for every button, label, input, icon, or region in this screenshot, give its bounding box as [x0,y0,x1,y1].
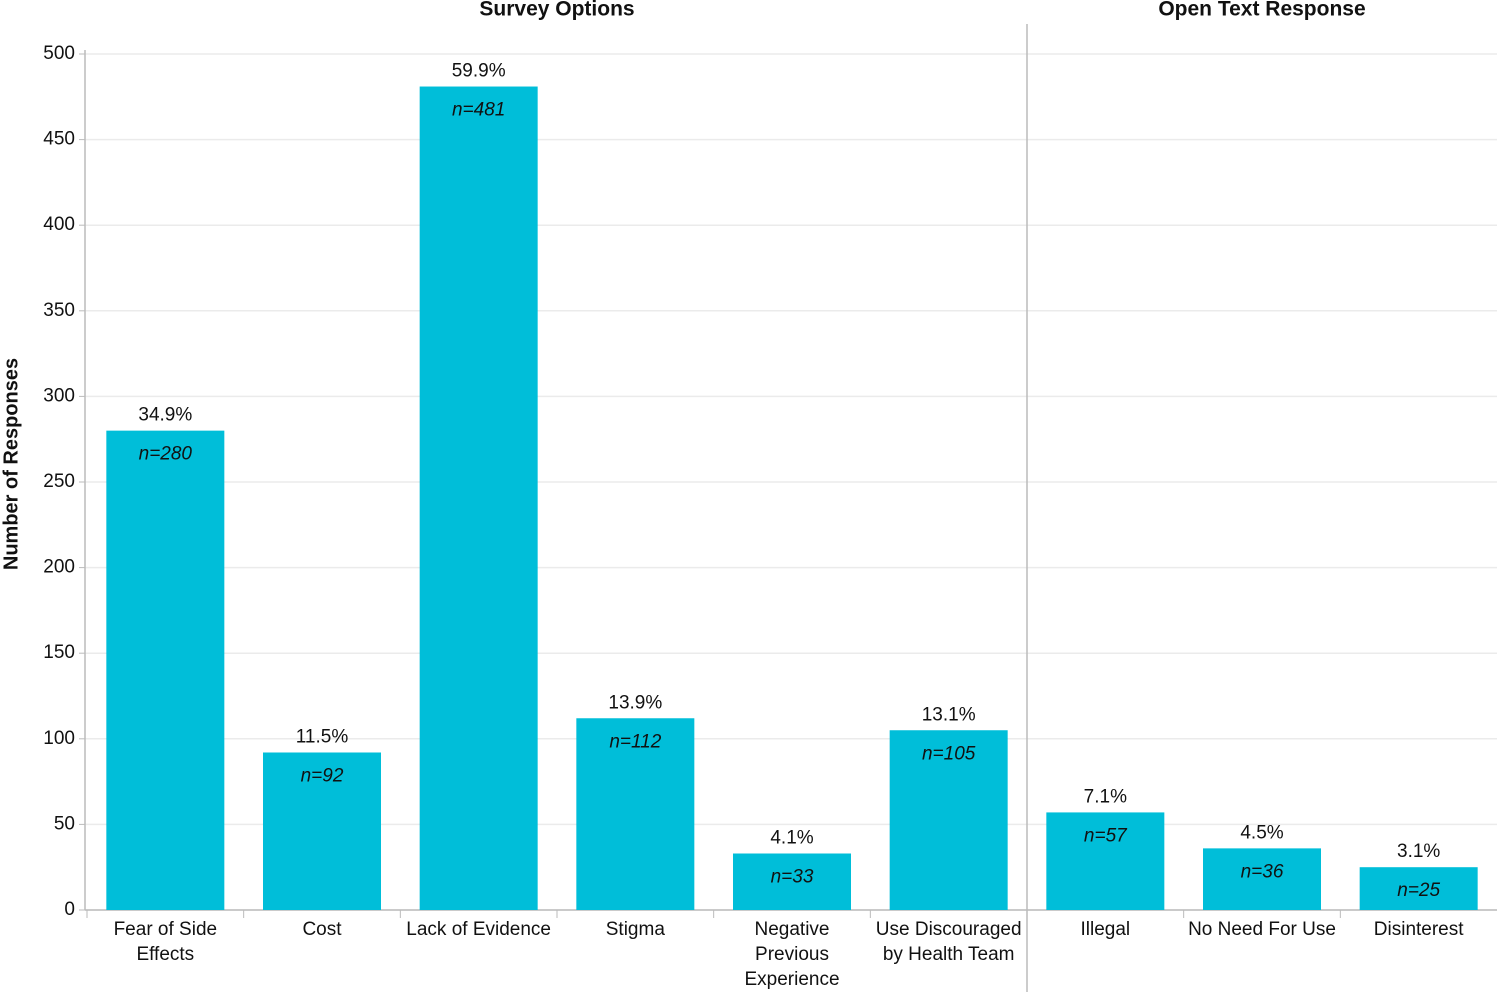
percent-label: 59.9% [452,61,506,82]
bar [106,430,225,910]
percent-label: 4.5% [1240,822,1283,843]
y-tick-label: 100 [43,728,75,749]
value-label: n=92 [301,766,344,787]
bar [1203,848,1321,910]
percent-label: 13.1% [922,704,976,725]
value-label: n=36 [1241,861,1284,882]
value-label: n=280 [139,444,193,465]
percent-label: 3.1% [1397,841,1440,862]
y-tick-label: 450 [43,129,75,150]
group-title: Open Text Response [1158,0,1365,21]
y-tick-label: 300 [43,385,75,406]
percent-label: 11.5% [296,727,349,748]
x-tick-label: Lack of Evidence [406,919,551,940]
percent-label: 4.1% [770,828,813,849]
x-tick-label: No Need For Use [1188,919,1336,940]
bar [419,86,538,910]
value-label: n=25 [1397,880,1440,901]
y-axis-label: Number of Responses [0,358,22,570]
bar [576,718,695,910]
y-tick-label: 500 [43,43,75,64]
value-label: n=112 [609,731,661,752]
x-tick-label: Negative Previous Experience [744,919,840,990]
bar [1359,867,1478,910]
bar [263,752,381,910]
y-tick-label: 50 [54,813,75,834]
percent-label: 7.1% [1084,786,1127,807]
group-title: Survey Options [479,0,634,21]
x-tick-label: Fear of Side Effects [113,919,218,965]
y-tick-label: 400 [43,214,75,235]
percent-label: 34.9% [138,405,192,426]
x-tick-label: Illegal [1080,919,1131,940]
y-tick-label: 150 [43,642,75,663]
bar [733,853,851,910]
y-tick-label: 250 [43,471,75,492]
x-tick-label: Cost [302,919,342,940]
x-tick-label: Use Discouraged by Health Team [875,919,1022,965]
bar [889,730,1008,910]
value-label: n=105 [922,743,976,764]
percent-label: 13.9% [608,692,662,713]
y-tick-label: 350 [43,300,75,321]
value-label: n=57 [1084,825,1128,846]
value-label: n=33 [771,867,814,888]
bar [1046,812,1165,910]
x-tick-label: Disinterest [1373,919,1464,940]
y-tick-label: 0 [64,899,75,920]
y-tick-label: 200 [43,557,75,578]
value-label: n=481 [452,100,505,121]
x-tick-label: Stigma [605,919,665,940]
